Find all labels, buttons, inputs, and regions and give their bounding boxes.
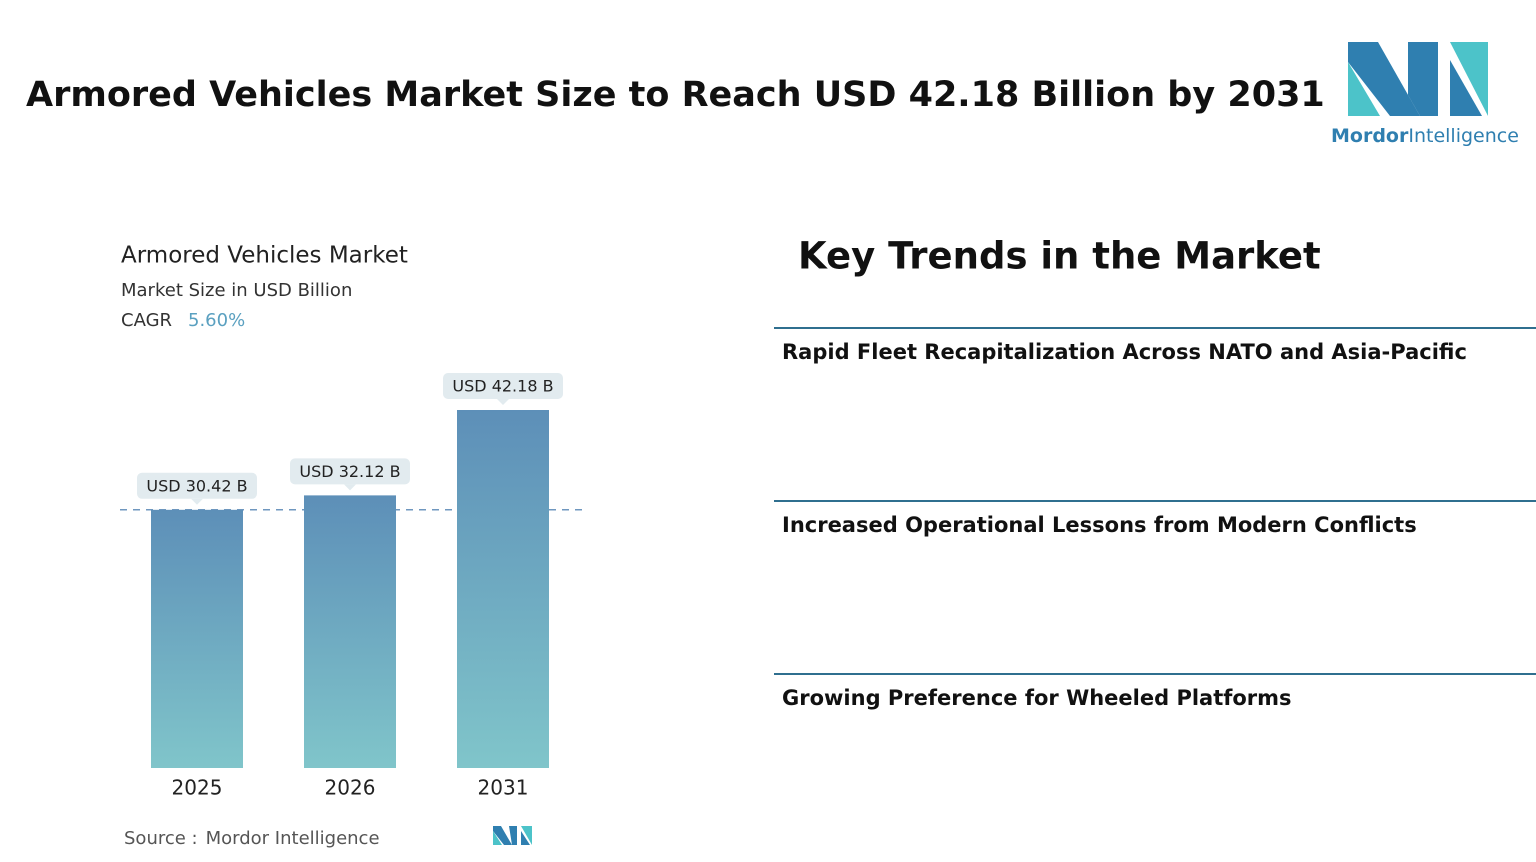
trend-item: Growing Preference for Wheeled Platforms [782, 686, 1292, 710]
logo-brand-light: Intelligence [1408, 125, 1519, 147]
value-label-pointer [191, 498, 203, 505]
bar [304, 495, 396, 768]
chart-title: Armored Vehicles Market [121, 243, 408, 269]
bar-chart: USD 30.42 B 2025 USD 32.12 B 2026 USD 42.18 … [120, 373, 585, 800]
value-label: USD 30.42 B [146, 476, 247, 495]
source-label: Source : [124, 828, 198, 849]
trends-list: Rapid Fleet Recapitalization Across NATO… [774, 327, 1536, 710]
logo-text: MordorIntelligence [1331, 125, 1519, 147]
value-label: USD 32.12 B [299, 462, 400, 481]
trend-item: Increased Operational Lessons from Moder… [782, 513, 1417, 537]
bar [457, 410, 549, 768]
value-label: USD 42.18 B [452, 377, 553, 396]
x-tick-label: 2025 [172, 776, 223, 800]
value-label-box [443, 373, 563, 399]
bar [151, 509, 243, 768]
value-label-box [290, 458, 410, 485]
page-title: Armored Vehicles Market Size to Reach US… [26, 75, 1325, 115]
small-logo [493, 826, 532, 845]
source: Source : Mordor Intelligence [124, 828, 380, 849]
value-label-box [137, 472, 257, 499]
x-tick-label: 2031 [478, 776, 529, 800]
cagr-label: CAGR [121, 310, 172, 331]
value-label-pointer [344, 484, 356, 491]
trends-title: Key Trends in the Market [798, 235, 1321, 278]
trend-item: Rapid Fleet Recapitalization Across NATO… [782, 340, 1467, 364]
logo: MordorIntelligence [1331, 42, 1519, 147]
logo-brand: Mordor [1331, 125, 1409, 147]
source-text: Mordor Intelligence [206, 828, 380, 849]
chart-subtitle: Market Size in USD Billion [121, 280, 352, 301]
x-tick-label: 2026 [325, 776, 376, 800]
value-label-pointer [497, 399, 509, 405]
cagr-value: 5.60% [188, 310, 245, 331]
